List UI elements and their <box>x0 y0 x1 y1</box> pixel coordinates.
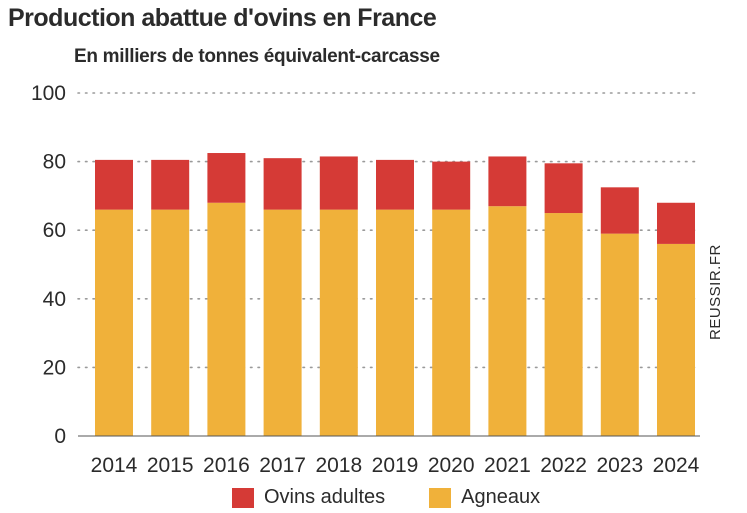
bar-ovins-adultes-2016 <box>207 153 246 203</box>
y-axis-ticks: 0 20 40 60 80 100 <box>31 82 66 448</box>
bar-ovins-adultes-2021 <box>488 156 527 207</box>
chart-subtitle: En milliers de tonnes équivalent-carcass… <box>74 46 440 67</box>
x-axis-ticks: 2014 2015 2016 2017 2018 2019 2020 2021 2022 2023… <box>91 454 700 477</box>
bar-agneaux-2021 <box>488 206 527 436</box>
bar-agneaux-2022 <box>544 213 583 436</box>
bar-ovins-adultes-2015 <box>151 159 190 210</box>
bar-agneaux-2015 <box>151 209 190 436</box>
x-tick-label: 2020 <box>428 454 475 477</box>
legend: Ovins adultes Agneaux <box>232 486 574 509</box>
y-tick-label: 80 <box>43 151 66 174</box>
chart-title: Production abattue d'ovins en France <box>8 4 437 32</box>
bar-agneaux-2020 <box>432 209 471 436</box>
y-tick-label: 60 <box>43 219 66 242</box>
legend-item-agneaux: Agneaux <box>429 486 540 509</box>
x-tick-label: 2023 <box>596 454 643 477</box>
bar-agneaux-2018 <box>319 209 358 436</box>
bar-ovins-adultes-2023 <box>600 187 639 234</box>
x-tick-label: 2022 <box>540 454 587 477</box>
bar-agneaux-2017 <box>263 209 302 436</box>
x-tick-label: 2021 <box>484 454 531 477</box>
bar-agneaux-2023 <box>600 233 639 436</box>
bar-ovins-adultes-2017 <box>263 158 302 210</box>
bar-agneaux-2016 <box>207 202 246 436</box>
bar-ovins-adultes-2019 <box>376 159 414 210</box>
x-tick-label: 2018 <box>315 454 362 477</box>
x-tick-label: 2015 <box>147 454 194 477</box>
legend-swatch-ovins-adultes <box>232 487 254 508</box>
bar-ovins-adultes-2014 <box>95 159 133 210</box>
y-tick-label: 40 <box>43 288 66 311</box>
x-tick-label: 2017 <box>259 454 306 477</box>
bar-agneaux-2014 <box>95 209 133 436</box>
bar-ovins-adultes-2020 <box>432 161 471 210</box>
y-tick-label: 100 <box>31 82 66 105</box>
x-tick-label: 2024 <box>653 454 700 477</box>
gridlines <box>77 92 701 369</box>
y-tick-label: 20 <box>43 356 66 379</box>
x-tick-label: 2014 <box>91 454 138 477</box>
legend-label-agneaux: Agneaux <box>461 486 541 508</box>
bar-ovins-adultes-2018 <box>319 156 358 210</box>
x-tick-label: 2019 <box>372 454 419 477</box>
legend-label-ovins-adultes: Ovins adultes <box>264 486 386 508</box>
legend-swatch-agneaux <box>429 487 452 508</box>
bar-ovins-adultes-2022 <box>544 163 583 214</box>
bar-agneaux-2019 <box>376 209 414 436</box>
bar-agneaux-2024 <box>657 243 695 436</box>
bars <box>95 153 695 436</box>
y-tick-label: 0 <box>54 425 66 448</box>
bar-ovins-adultes-2024 <box>657 202 695 244</box>
x-tick-label: 2016 <box>203 454 250 477</box>
legend-item-ovins-adultes: Ovins adultes <box>232 486 385 509</box>
